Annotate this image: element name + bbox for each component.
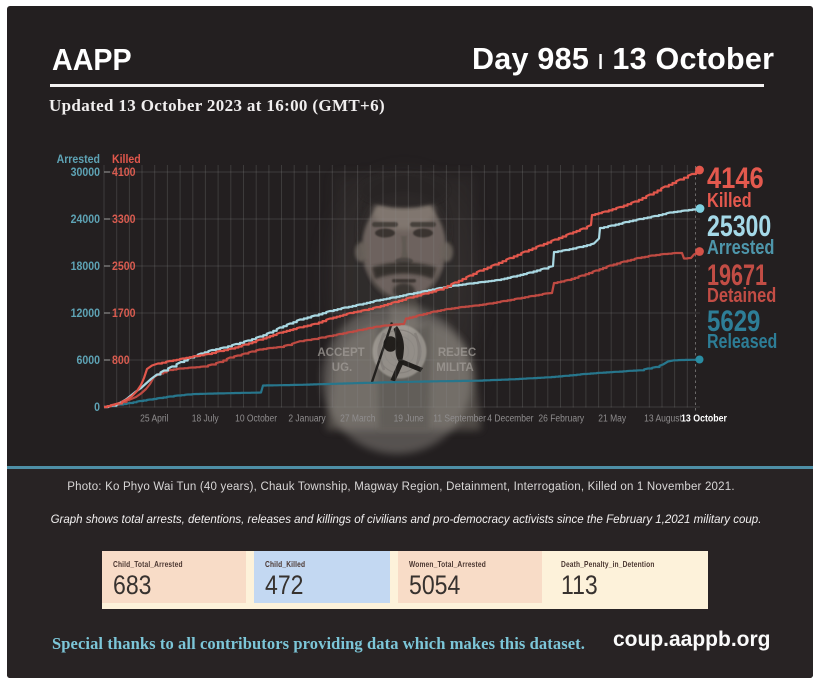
svg-text:21 May: 21 May bbox=[598, 413, 626, 424]
svg-text:4 December: 4 December bbox=[487, 413, 533, 424]
svg-text:13 October: 13 October bbox=[681, 412, 727, 424]
svg-text:2 January: 2 January bbox=[288, 413, 326, 424]
svg-text:MILITA: MILITA bbox=[436, 362, 473, 374]
svg-text:1700: 1700 bbox=[112, 307, 135, 320]
svg-text:4100: 4100 bbox=[112, 166, 135, 179]
svg-text:25 April: 25 April bbox=[140, 413, 168, 424]
svg-text:30000: 30000 bbox=[71, 166, 100, 179]
svg-text:13 August: 13 August bbox=[644, 413, 682, 424]
svg-text:6000: 6000 bbox=[77, 354, 100, 367]
svg-text:Killed: Killed bbox=[112, 153, 141, 166]
svg-text:2500: 2500 bbox=[112, 260, 135, 273]
svg-text:18000: 18000 bbox=[71, 260, 100, 273]
svg-text:10 October: 10 October bbox=[235, 413, 277, 424]
svg-text:27 March: 27 March bbox=[340, 413, 375, 424]
svg-text:11 September: 11 September bbox=[433, 413, 486, 424]
svg-text:REJEC: REJEC bbox=[438, 347, 476, 359]
svg-text:0: 0 bbox=[94, 401, 100, 414]
svg-text:26 February: 26 February bbox=[538, 413, 584, 424]
svg-text:ACCEPT: ACCEPT bbox=[317, 347, 364, 359]
svg-text:19 June: 19 June bbox=[394, 413, 424, 424]
svg-text:UG.: UG. bbox=[332, 362, 352, 374]
svg-text:Arrested: Arrested bbox=[57, 153, 101, 166]
svg-text:18 July: 18 July bbox=[192, 413, 219, 424]
svg-text:24000: 24000 bbox=[71, 213, 100, 226]
svg-text:12000: 12000 bbox=[71, 307, 100, 320]
svg-text:800: 800 bbox=[112, 354, 130, 367]
svg-text:3300: 3300 bbox=[112, 213, 135, 226]
